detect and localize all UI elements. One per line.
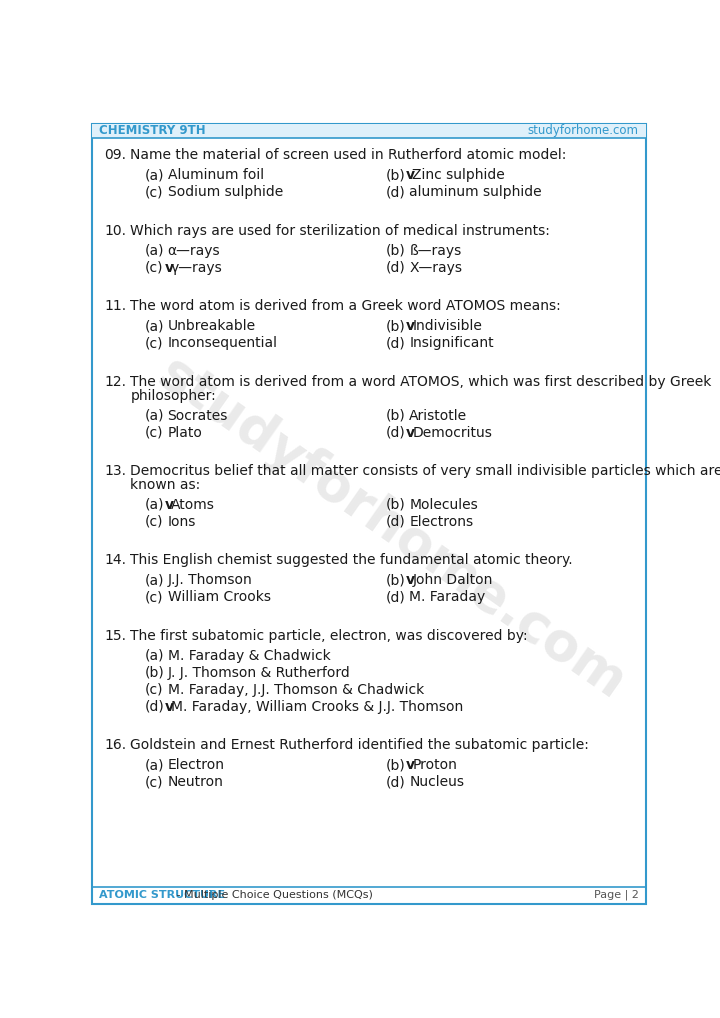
Text: (d): (d)	[144, 699, 164, 714]
Text: (b): (b)	[144, 666, 164, 680]
Text: Indivisible: Indivisible	[413, 320, 482, 333]
Text: v: v	[164, 498, 174, 512]
Text: - Multiple Choice Questions (MCQs): - Multiple Choice Questions (MCQs)	[173, 890, 373, 900]
Text: Electrons: Electrons	[409, 515, 474, 529]
Text: (d): (d)	[386, 426, 406, 440]
Text: v: v	[164, 261, 174, 275]
Text: (a): (a)	[144, 408, 163, 422]
Text: J.J. Thomson: J.J. Thomson	[168, 573, 252, 587]
Text: CHEMISTRY 9TH: CHEMISTRY 9TH	[99, 124, 206, 137]
Text: v: v	[406, 426, 415, 440]
Text: M. Faraday & Chadwick: M. Faraday & Chadwick	[168, 648, 330, 663]
Text: John Dalton: John Dalton	[413, 573, 492, 587]
Text: Goldstein and Ernest Rutherford identified the subatomic particle:: Goldstein and Ernest Rutherford identifi…	[130, 738, 589, 752]
Text: α—rays: α—rays	[168, 244, 220, 258]
Bar	[91, 124, 647, 137]
Text: Aristotle: Aristotle	[409, 408, 467, 422]
Text: Democritus: Democritus	[413, 426, 492, 440]
Text: Insignificant: Insignificant	[409, 336, 494, 350]
Text: γ—rays: γ—rays	[171, 261, 222, 275]
Text: Which rays are used for sterilization of medical instruments:: Which rays are used for sterilization of…	[130, 224, 550, 238]
Text: (c): (c)	[144, 515, 163, 529]
Text: 16.: 16.	[104, 738, 126, 752]
Text: (d): (d)	[386, 515, 406, 529]
Text: Name the material of screen used in Rutherford atomic model:: Name the material of screen used in Ruth…	[130, 149, 567, 162]
Text: (c): (c)	[144, 426, 163, 440]
Text: Ions: Ions	[168, 515, 196, 529]
Text: v: v	[406, 168, 415, 182]
Text: J. J. Thomson & Rutherford: J. J. Thomson & Rutherford	[168, 666, 350, 680]
Text: X—rays: X—rays	[409, 261, 462, 275]
Text: (c): (c)	[144, 261, 163, 275]
Text: (b): (b)	[386, 168, 406, 182]
Text: (a): (a)	[144, 320, 163, 333]
Text: Neutron: Neutron	[168, 775, 223, 789]
FancyBboxPatch shape	[91, 124, 647, 904]
Text: (b): (b)	[386, 573, 406, 587]
Text: The word atom is derived from a word ATOMOS, which was first described by Greek: The word atom is derived from a word ATO…	[130, 375, 711, 389]
Text: (c): (c)	[144, 775, 163, 789]
Text: aluminum sulphide: aluminum sulphide	[409, 185, 542, 200]
Text: M. Faraday: M. Faraday	[409, 590, 485, 605]
Text: (c): (c)	[144, 185, 163, 200]
Text: Atoms: Atoms	[171, 498, 215, 512]
Text: (b): (b)	[386, 320, 406, 333]
Text: (a): (a)	[144, 168, 163, 182]
Text: 15.: 15.	[104, 629, 126, 642]
Text: ß—rays: ß—rays	[409, 244, 462, 258]
Text: (c): (c)	[144, 590, 163, 605]
Text: Aluminum foil: Aluminum foil	[168, 168, 264, 182]
Text: Page | 2: Page | 2	[594, 890, 639, 901]
Text: (a): (a)	[144, 648, 163, 663]
Text: M. Faraday, William Crooks & J.J. Thomson: M. Faraday, William Crooks & J.J. Thomso…	[171, 699, 463, 714]
Text: (d): (d)	[386, 336, 406, 350]
Text: Nucleus: Nucleus	[409, 775, 464, 789]
Text: Unbreakable: Unbreakable	[168, 320, 256, 333]
Text: 13.: 13.	[104, 464, 126, 478]
Text: studyforhome.com: studyforhome.com	[149, 347, 636, 711]
Text: Democritus belief that all matter consists of very small indivisible particles w: Democritus belief that all matter consis…	[130, 464, 720, 478]
Text: (c): (c)	[144, 336, 163, 350]
Text: (a): (a)	[144, 244, 163, 258]
Text: 09.: 09.	[104, 149, 126, 162]
Text: Plato: Plato	[168, 426, 202, 440]
Text: v: v	[406, 320, 415, 333]
Text: (b): (b)	[386, 408, 406, 422]
Text: (b): (b)	[386, 244, 406, 258]
Text: Zinc sulphide: Zinc sulphide	[413, 168, 505, 182]
Text: (a): (a)	[144, 498, 163, 512]
Text: (d): (d)	[386, 261, 406, 275]
Text: philosopher:: philosopher:	[130, 389, 216, 402]
Text: M. Faraday, J.J. Thomson & Chadwick: M. Faraday, J.J. Thomson & Chadwick	[168, 683, 424, 696]
Text: v: v	[406, 758, 415, 773]
Text: 10.: 10.	[104, 224, 126, 238]
Text: known as:: known as:	[130, 477, 201, 492]
Text: (a): (a)	[144, 573, 163, 587]
Text: (d): (d)	[386, 590, 406, 605]
Text: 12.: 12.	[104, 375, 126, 389]
Text: Electron: Electron	[168, 758, 225, 773]
Text: (c): (c)	[144, 683, 163, 696]
Text: William Crooks: William Crooks	[168, 590, 271, 605]
Text: Inconsequential: Inconsequential	[168, 336, 277, 350]
Text: This English chemist suggested the fundamental atomic theory.: This English chemist suggested the funda…	[130, 554, 573, 567]
Text: (b): (b)	[386, 498, 406, 512]
Text: v: v	[164, 699, 174, 714]
Text: (a): (a)	[144, 758, 163, 773]
Text: 14.: 14.	[104, 554, 126, 567]
Text: v: v	[406, 573, 415, 587]
Text: (d): (d)	[386, 775, 406, 789]
Text: 11.: 11.	[104, 299, 126, 314]
Text: (b): (b)	[386, 758, 406, 773]
Text: Sodium sulphide: Sodium sulphide	[168, 185, 283, 200]
Text: Socrates: Socrates	[168, 408, 228, 422]
Text: The word atom is derived from a Greek word ATOMOS means:: The word atom is derived from a Greek wo…	[130, 299, 561, 314]
Text: Proton: Proton	[413, 758, 457, 773]
Text: ATOMIC STRUCTURE: ATOMIC STRUCTURE	[99, 890, 225, 900]
Text: studyforhome.com: studyforhome.com	[528, 124, 639, 137]
Text: (d): (d)	[386, 185, 406, 200]
Text: The first subatomic particle, electron, was discovered by:: The first subatomic particle, electron, …	[130, 629, 528, 642]
Text: Molecules: Molecules	[409, 498, 478, 512]
